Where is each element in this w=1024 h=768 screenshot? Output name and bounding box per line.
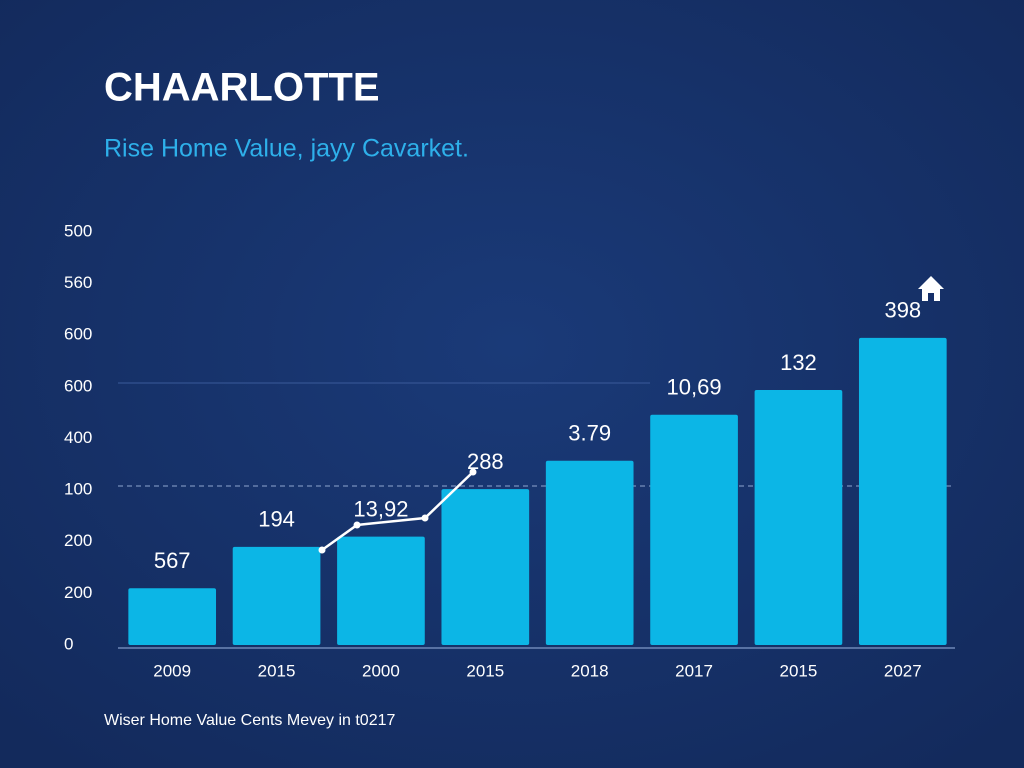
trend-point	[469, 468, 477, 476]
x-tick-label: 2015	[466, 661, 504, 680]
annotation: 132	[780, 350, 817, 375]
bar	[128, 588, 217, 645]
annotation: 398	[884, 298, 921, 323]
x-tick-label: 2017	[675, 661, 713, 680]
bar	[337, 536, 425, 645]
y-tick-label: 400	[64, 428, 92, 447]
trend-point	[318, 546, 326, 554]
bar	[545, 460, 634, 645]
bar	[441, 489, 530, 645]
bar	[754, 389, 843, 645]
x-tick-label: 2027	[884, 661, 922, 680]
y-tick-label: 500	[64, 221, 92, 240]
annotation: 13,92	[353, 496, 408, 521]
bar	[232, 546, 321, 645]
annotation: 3.79	[568, 421, 611, 446]
y-tick-label: 600	[64, 325, 92, 344]
y-tick-label: 200	[64, 583, 92, 602]
trend-line	[321, 471, 474, 552]
annotation: 10,69	[667, 375, 722, 400]
y-tick-label: 0	[64, 634, 73, 653]
y-tick-label: 560	[64, 273, 92, 292]
marks: 0 200 200 100 400 600 600 560 500 2009 567 2015 194 2…	[64, 221, 947, 680]
y-tick-label: 100	[64, 480, 92, 499]
x-tick-label: 2018	[571, 661, 609, 680]
annotation: 567	[154, 548, 191, 573]
bar	[858, 337, 947, 645]
x-tick-label: 2009	[153, 661, 191, 680]
bar	[650, 414, 738, 645]
x-tick-label: 2000	[362, 661, 400, 680]
y-tick-label: 600	[64, 376, 92, 395]
y-tick-label: 200	[64, 531, 92, 550]
footer-note: Wiser Home Value Cents Mevey in t0217	[104, 712, 395, 729]
chart-subtitle: Rise Home Value, jayy Cavarket.	[104, 135, 469, 163]
annotation: 194	[258, 507, 295, 532]
house-door	[928, 293, 934, 301]
trend-point	[421, 514, 429, 522]
chart-title: CHAARLOTTE	[104, 66, 380, 110]
trend-points	[318, 468, 477, 554]
trend-point	[353, 521, 361, 529]
house-icon	[918, 276, 944, 301]
x-tick-label: 2015	[258, 661, 296, 680]
x-tick-label: 2015	[780, 661, 818, 680]
